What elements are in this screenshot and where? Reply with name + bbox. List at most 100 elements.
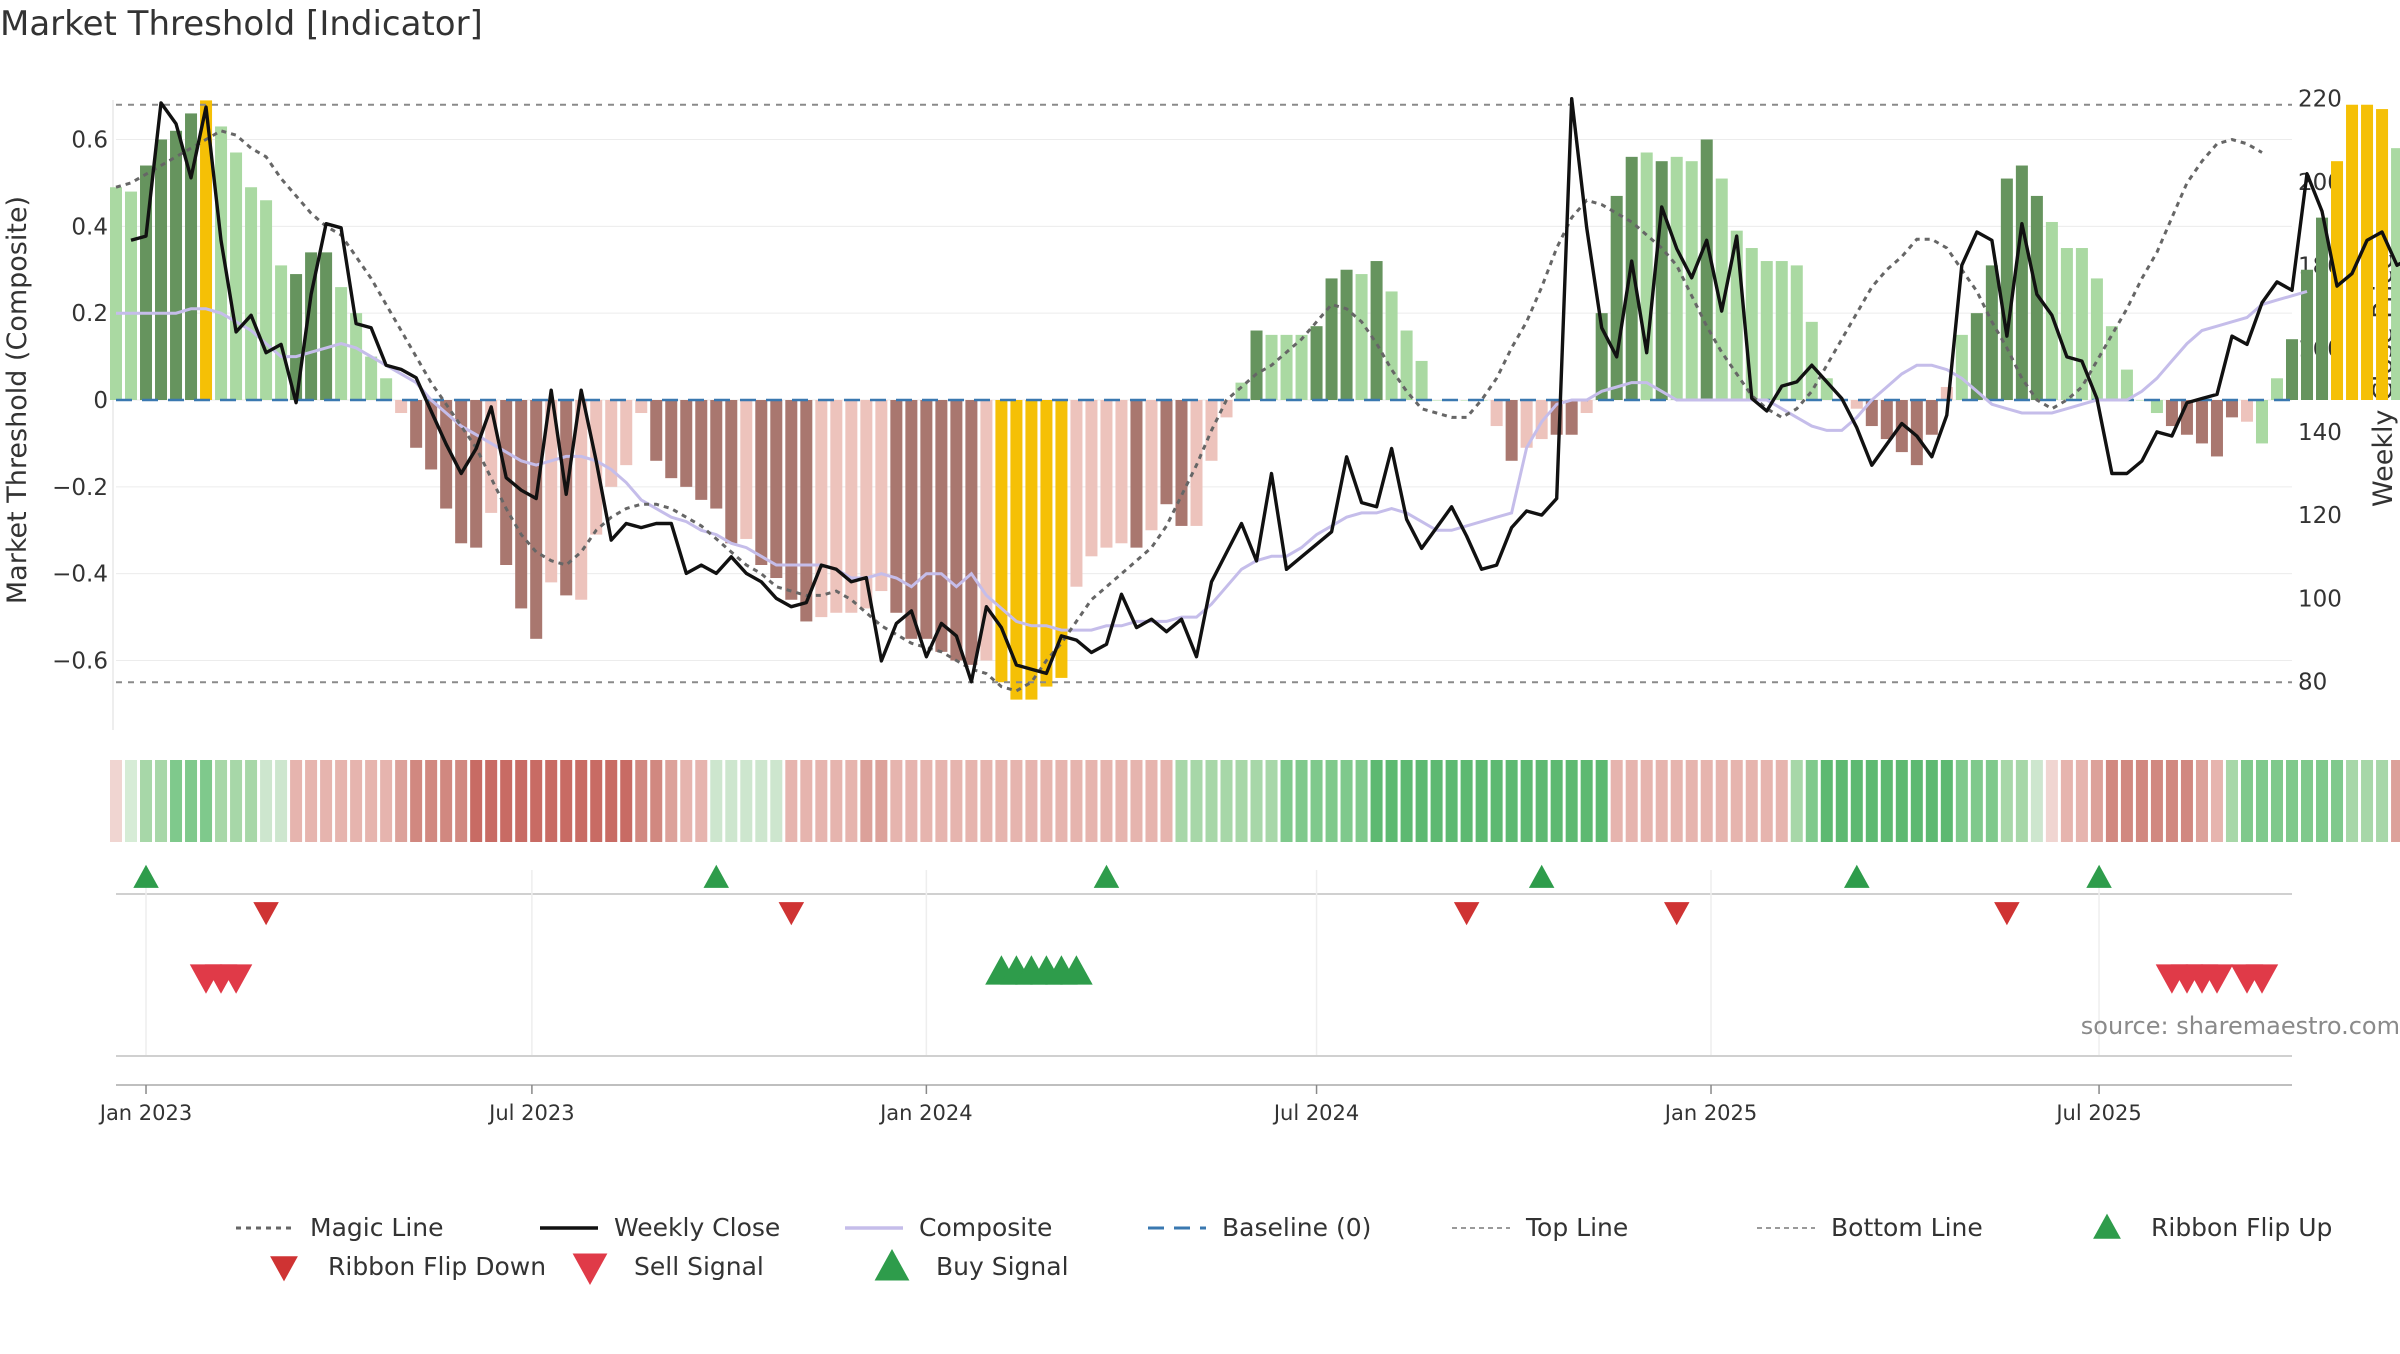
composite-bar — [1175, 400, 1188, 526]
composite-bar — [1355, 274, 1368, 400]
ribbon-cell — [1280, 760, 1293, 842]
ribbon-cell — [560, 760, 573, 842]
left-tick-label: 0.4 — [71, 214, 108, 240]
ribbon-cell — [2225, 760, 2238, 842]
composite-bar — [1325, 278, 1338, 400]
composite-bar — [1280, 334, 1293, 400]
ribbon-cell — [1745, 760, 1758, 842]
ribbon-cell — [470, 760, 483, 842]
composite-bar — [500, 400, 513, 565]
composite-bar — [2135, 400, 2148, 401]
composite-bar — [2361, 104, 2374, 400]
ribbon-cell — [1130, 760, 1143, 842]
ribbon-cell — [1640, 760, 1653, 842]
composite-bar — [695, 400, 708, 500]
composite-bar — [1805, 321, 1818, 400]
composite-bar — [2225, 400, 2238, 418]
ribbon-cell — [230, 760, 243, 842]
ribbon-cell — [1370, 760, 1383, 842]
ribbon-cell — [1820, 760, 1833, 842]
ribbon-cell — [109, 760, 123, 842]
composite-bar — [1010, 400, 1023, 700]
ribbon-cell — [1895, 760, 1908, 842]
left-tick-label: −0.4 — [52, 562, 108, 588]
legend-swatch — [270, 1256, 298, 1282]
ribbon-cell — [395, 760, 408, 842]
legend-item: Buy Signal — [936, 1252, 1069, 1281]
ribbon-cell — [1790, 760, 1803, 842]
composite-bar — [2030, 195, 2043, 400]
composite-bar — [2150, 400, 2163, 414]
composite-bar — [980, 400, 993, 661]
ribbon-flip-up-marker — [1528, 864, 1555, 888]
composite-bar — [2391, 148, 2400, 400]
composite-bar — [1385, 291, 1398, 400]
composite-bar — [1400, 330, 1413, 400]
ribbon-cell — [1595, 760, 1608, 842]
ribbon-cell — [1985, 760, 1998, 842]
composite-bar — [770, 400, 783, 579]
ribbon-cell — [530, 760, 543, 842]
right-tick-label: 140 — [2298, 420, 2342, 446]
ribbon-cell — [1880, 760, 1893, 842]
ribbon-cell — [635, 760, 648, 842]
ribbon-cell — [1340, 760, 1353, 842]
ribbon-cell — [1355, 760, 1368, 842]
ribbon-cell — [1505, 760, 1518, 842]
x-tick-label: Jul 2025 — [2054, 1101, 2141, 1125]
ribbon-cell — [1700, 760, 1713, 842]
ribbon-cell — [1100, 760, 1113, 842]
ribbon-flip-down-marker — [778, 902, 805, 926]
composite-bar — [1850, 400, 1863, 409]
ribbon-flip-up-marker — [1093, 864, 1120, 888]
left-tick-label: −0.2 — [52, 475, 108, 501]
left-tick-label: −0.6 — [52, 649, 108, 675]
composite-bar — [1310, 326, 1323, 400]
composite-bar — [1910, 400, 1923, 466]
composite-bar — [635, 400, 648, 414]
composite-bar — [365, 356, 378, 400]
composite-bar — [890, 400, 903, 613]
ribbon-cell — [1160, 760, 1173, 842]
composite-bar — [2301, 269, 2314, 400]
ribbon-cell — [920, 760, 933, 842]
composite-bar — [1025, 400, 1038, 700]
ribbon-cell — [620, 760, 633, 842]
composite-bar — [1160, 400, 1173, 505]
composite-bar — [1190, 400, 1203, 526]
ribbon-flip-down-marker — [1453, 902, 1480, 926]
left-tick-label: 0.6 — [71, 127, 108, 153]
legend-label: Bottom Line — [1831, 1213, 1983, 1242]
ribbon-cell — [800, 760, 813, 842]
ribbon-cell — [1055, 760, 1068, 842]
composite-bar — [755, 400, 768, 565]
ribbon-cell — [1715, 760, 1728, 842]
composite-bar — [200, 100, 213, 400]
ribbon-cell — [380, 760, 393, 842]
ribbon-cell — [2000, 760, 2013, 842]
ribbon-cell — [1070, 760, 1083, 842]
ribbon-cell — [1010, 760, 1023, 842]
composite-bar — [605, 400, 618, 487]
ribbon-cell — [2240, 760, 2253, 842]
ribbon-cell — [1175, 760, 1188, 842]
ribbon-cell — [935, 760, 948, 842]
composite-bar — [1685, 161, 1698, 400]
composite-bar — [1085, 400, 1098, 557]
ribbon-cell — [1235, 760, 1248, 842]
composite-bar — [410, 400, 423, 448]
composite-bar — [1295, 334, 1308, 400]
ribbon-cell — [650, 760, 663, 842]
ribbon-flip-up-marker — [2086, 864, 2112, 888]
composite-bar — [950, 400, 963, 661]
ribbon-flip-down-marker — [1994, 902, 2020, 926]
composite-bar — [125, 191, 138, 400]
ribbon-cell — [2331, 760, 2344, 842]
ribbon-cell — [1670, 760, 1683, 842]
composite-bar — [185, 113, 198, 400]
ribbon-cell — [2030, 760, 2043, 842]
ribbon-cell — [335, 760, 348, 842]
ribbon-cell — [710, 760, 723, 842]
ribbon-cell — [1775, 760, 1788, 842]
composite-bar — [1415, 360, 1428, 400]
